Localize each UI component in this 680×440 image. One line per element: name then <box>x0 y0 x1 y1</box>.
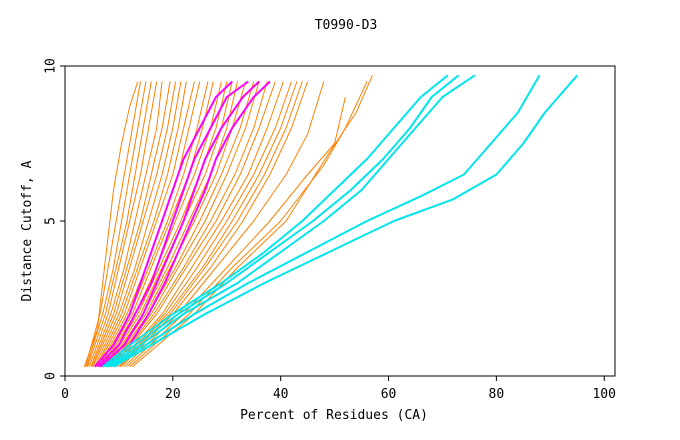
series-line-orange-5 <box>90 81 163 367</box>
series-line-orange-21 <box>112 81 268 368</box>
series-line-cyan-37 <box>104 74 460 368</box>
series-line-orange-9 <box>95 81 187 367</box>
series-line-cyan-38 <box>107 74 476 368</box>
plot-frame <box>64 65 616 377</box>
series-line-orange-12 <box>99 81 209 367</box>
x-axis: 0 20 40 60 80 100 <box>61 376 616 402</box>
series-line-orange-22 <box>113 81 276 368</box>
y-axis: 0 5 10 <box>44 58 65 380</box>
series-line-orange-26 <box>119 81 303 368</box>
series-line-magenta-34 <box>99 80 260 368</box>
series-line-orange-10 <box>96 81 195 367</box>
series-line-magenta-35 <box>102 80 271 368</box>
x-tick-label: 80 <box>489 387 505 402</box>
series-line-orange-6 <box>91 81 171 367</box>
series-line-orange-20 <box>110 81 260 368</box>
series-line-orange-1 <box>85 81 141 367</box>
series-line-orange-7 <box>92 81 176 367</box>
series-line-orange-24 <box>116 81 292 368</box>
x-tick-label: 100 <box>592 387 615 402</box>
series-line-cyan-39 <box>110 74 541 368</box>
series-line-orange-3 <box>87 81 152 367</box>
series-line-orange-2 <box>86 81 147 367</box>
y-axis-label: Distance Cutoff, A <box>20 160 35 301</box>
x-tick-label: 40 <box>273 387 289 402</box>
x-tick-label: 0 <box>61 387 69 402</box>
series-line-orange-4 <box>88 81 158 367</box>
series-line-orange-15 <box>103 81 228 367</box>
series-line-magenta-32 <box>93 80 233 368</box>
y-tick-label: 0 <box>44 372 59 380</box>
series-line-cyan-40 <box>113 74 579 368</box>
series-line-magenta-33 <box>96 80 249 368</box>
series-line-orange-23 <box>114 81 284 368</box>
x-tick-label: 20 <box>165 387 181 402</box>
x-axis-label: Percent of Residues (CA) <box>240 408 428 423</box>
series-layer <box>83 74 579 368</box>
series-line-orange-8 <box>94 81 182 367</box>
series-line-cyan-36 <box>102 74 449 368</box>
y-tick-label: 5 <box>44 217 59 225</box>
series-line-orange-25 <box>118 81 298 368</box>
x-tick-label: 60 <box>381 387 397 402</box>
chart-title: T0990-D3 <box>315 18 378 33</box>
y-tick-label: 10 <box>44 58 59 74</box>
series-line-orange-13 <box>101 81 214 367</box>
